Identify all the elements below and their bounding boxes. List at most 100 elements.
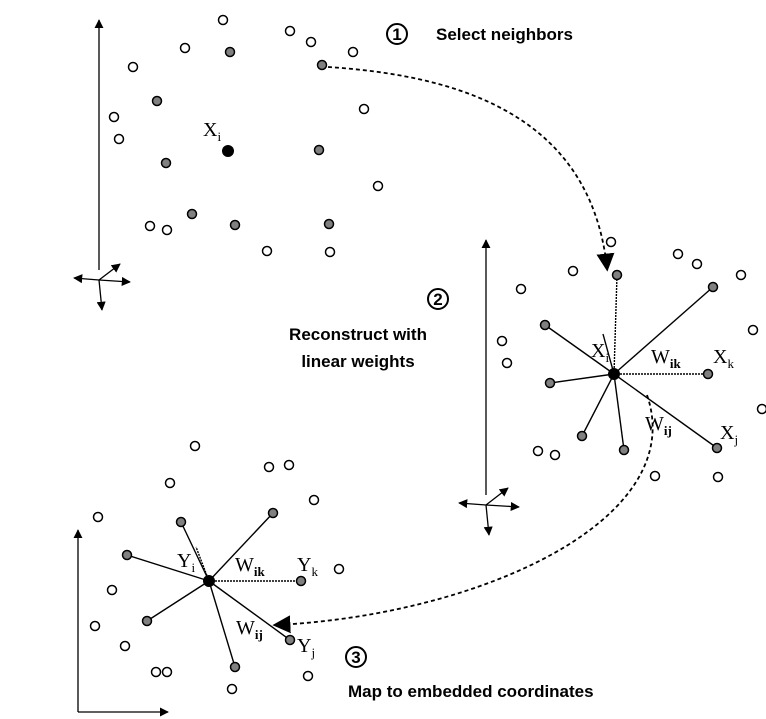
panel-1-data-points	[108, 14, 384, 258]
data-point	[324, 246, 336, 258]
data-point	[161, 666, 173, 678]
neighbor-point	[224, 46, 236, 58]
neighbor-point	[284, 634, 296, 646]
neighbor-point	[151, 95, 163, 107]
step-2-number: 2	[433, 290, 442, 309]
data-point	[712, 471, 724, 483]
data-point	[747, 324, 759, 336]
neighbor-point	[141, 615, 153, 627]
data-point	[347, 46, 359, 58]
center-point-label: Xi	[591, 340, 609, 365]
step-3-label: Map to embedded coordinates	[348, 682, 594, 701]
step-3: 3 Map to embedded coordinates	[345, 646, 594, 701]
data-point	[161, 224, 173, 236]
neighbor-point	[576, 430, 588, 442]
neighbor-point	[160, 157, 172, 169]
data-point	[549, 449, 561, 461]
panel-1: Xi	[73, 14, 384, 311]
center-point	[222, 145, 234, 157]
neighbor-point	[707, 281, 719, 293]
neighbor-k-label: Xk	[713, 346, 734, 371]
weight-ik-label: Wik	[651, 346, 682, 371]
data-point	[108, 111, 120, 123]
neighbor-point	[229, 219, 241, 231]
center-point	[203, 575, 215, 587]
data-point	[333, 563, 345, 575]
neighbor-point	[121, 549, 133, 561]
neighbor-point	[229, 661, 241, 673]
step-2-number-badge	[427, 288, 449, 310]
data-point	[92, 511, 104, 523]
data-point	[263, 461, 275, 473]
data-point	[735, 269, 747, 281]
neighbor-point	[539, 319, 551, 331]
step-3-number-badge	[345, 646, 367, 668]
neighbor-point	[186, 208, 198, 220]
data-point	[308, 494, 320, 506]
weight-ik-label: Wik	[235, 554, 266, 579]
neighbor-point	[702, 368, 714, 380]
step-1-number: 1	[392, 25, 401, 44]
center-point	[608, 368, 620, 380]
neighbor-point	[711, 442, 723, 454]
data-point	[283, 459, 295, 471]
panel-3-axes	[73, 529, 169, 717]
neighbor-point	[175, 516, 187, 528]
neighbor-j-label: Yj	[297, 635, 315, 660]
data-point	[261, 245, 273, 257]
data-point	[691, 258, 703, 270]
data-point	[567, 265, 579, 277]
step-1: 1 Select neighbors	[386, 23, 573, 45]
data-point	[119, 640, 131, 652]
data-point	[358, 103, 370, 115]
neighbor-point	[544, 377, 556, 389]
data-point	[532, 445, 544, 457]
panel-2: Xi Wik Xk Wij Xj	[458, 236, 766, 536]
select-neighbors-arrow	[327, 66, 615, 272]
data-point	[217, 14, 229, 26]
data-point	[372, 180, 384, 192]
data-point	[515, 283, 527, 295]
panel-3: Yi Wik Yk Wij Yj	[73, 440, 345, 717]
neighbor-point	[313, 144, 325, 156]
panel-3-data-points	[89, 440, 345, 695]
panel-1-axes	[73, 19, 131, 311]
panel-3-reconstruction-lines	[126, 512, 301, 668]
data-point	[305, 36, 317, 48]
weight-ij-label: Wij	[645, 413, 672, 438]
center-point-label: Yi	[177, 550, 195, 575]
panel-2-neighbor-points	[539, 269, 723, 456]
neighbor-j-label: Xj	[720, 422, 738, 447]
data-point	[496, 335, 508, 347]
panel-3-neighbor-points	[121, 507, 307, 673]
data-point	[672, 248, 684, 260]
data-point	[127, 61, 139, 73]
data-point	[144, 220, 156, 232]
data-point	[113, 133, 125, 145]
neighbor-point	[618, 444, 630, 456]
data-point	[150, 666, 162, 678]
data-point	[649, 470, 661, 482]
data-point	[501, 357, 513, 369]
step-1-number-badge	[386, 23, 408, 45]
weight-ij-label: Wij	[236, 617, 263, 642]
neighbor-point	[267, 507, 279, 519]
data-point	[756, 403, 766, 415]
center-point-label: Xi	[203, 119, 221, 144]
neighbor-point	[611, 269, 623, 281]
panel-2-axes	[458, 239, 520, 536]
step-3-number: 3	[351, 648, 360, 667]
step-2-label-line-2: linear weights	[301, 352, 414, 371]
data-point	[284, 25, 296, 37]
neighbor-k-label: Yk	[297, 554, 318, 579]
data-point	[179, 42, 191, 54]
panel-1-neighbor-points	[151, 46, 335, 231]
neighbor-point	[316, 59, 328, 71]
data-point	[189, 440, 201, 452]
data-point	[106, 584, 118, 596]
data-point	[226, 683, 238, 695]
panel-2-reconstruction-lines	[544, 274, 718, 451]
panel-2-data-points	[496, 236, 766, 483]
step-1-label: Select neighbors	[436, 25, 573, 44]
